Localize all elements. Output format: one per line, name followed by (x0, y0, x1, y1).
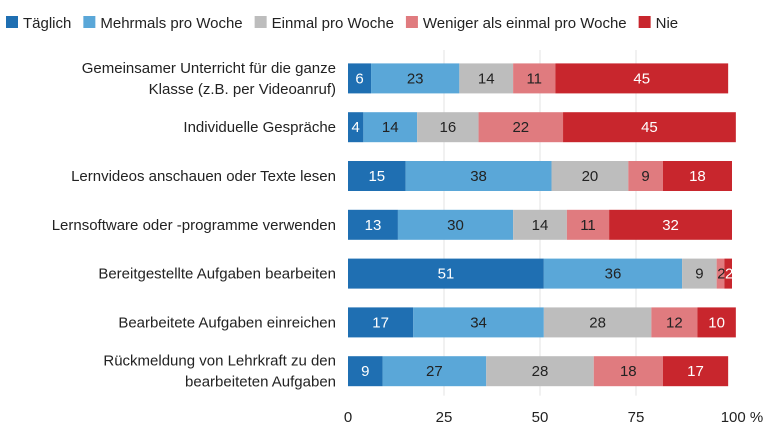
bar-segment-0-0 (348, 63, 372, 94)
bar-segment-5-3 (651, 307, 698, 338)
legend: Täglich Mehrmals pro Woche Einmal pro Woch… (6, 15, 678, 32)
legend-label-0: Täglich (23, 15, 71, 32)
bar-value-label-1-4: 45 (641, 119, 658, 136)
bar-segment-2-4 (662, 161, 732, 191)
x-tick-label-0: 0 (344, 409, 352, 426)
bar-segment-3-3 (566, 209, 610, 240)
bar-segment-1-1 (363, 112, 418, 143)
bar-segment-2-2 (551, 161, 629, 191)
bar-value-label-1-3: 22 (512, 119, 529, 136)
bar-value-label-2-3: 9 (641, 168, 649, 185)
bar-value-label-3-4: 32 (662, 217, 679, 234)
bar-value-label-6-1: 27 (426, 363, 443, 380)
bar-value-label-5-3: 12 (666, 314, 683, 331)
bar-value-label-5-2: 28 (589, 314, 606, 331)
bar-segment-6-0 (348, 356, 383, 387)
bar-segment-6-1 (382, 356, 487, 387)
bar-value-label-2-0: 15 (368, 168, 385, 185)
bar-value-label-2-2: 20 (582, 168, 599, 185)
bar-value-label-1-1: 14 (382, 119, 399, 136)
category-labels: Gemeinsamer Unterricht für die ganze Klas… (52, 60, 336, 391)
bar-value-label-0-3: 11 (526, 70, 542, 87)
legend-label-4: Nie (656, 15, 679, 32)
bar-value-label-0-0: 6 (355, 70, 363, 87)
legend-label-3: Weniger als einmal pro Woche (423, 15, 627, 32)
x-tick-label-3: 75 (628, 409, 645, 426)
bar-segment-4-4 (724, 258, 732, 289)
bar-value-label-2-4: 18 (689, 168, 706, 185)
bar-segment-0-1 (371, 63, 460, 94)
bar-value-label-0-2: 14 (478, 70, 495, 87)
legend-swatch-4 (638, 16, 651, 28)
x-tick-label-1: 25 (436, 409, 453, 426)
bar-value-label-0-1: 23 (407, 70, 424, 87)
category-label-0-1: Klasse (z.B. per Videoanruf) (149, 81, 336, 98)
category-label-6-1: bearbeiteten Aufgaben (185, 374, 336, 391)
bar-segment-5-2 (543, 307, 652, 338)
bar-value-label-4-0: 51 (438, 266, 455, 283)
bar-segment-4-1 (543, 258, 683, 289)
bar-value-label-5-0: 17 (372, 314, 389, 331)
bar-value-label-1-2: 16 (439, 119, 456, 136)
bar-segment-1-4 (563, 112, 736, 143)
bar-segment-1-3 (478, 112, 564, 143)
bar-segment-6-4 (662, 356, 729, 387)
category-label-4-0: Bereitgestellte Aufgaben bearbeiten (98, 266, 336, 283)
x-tick-label-4: 100 % (721, 409, 764, 426)
bar-segment-2-0 (348, 161, 406, 191)
bar-segment-0-4 (555, 63, 729, 94)
bar-segment-0-2 (459, 63, 514, 94)
bar-value-label-3-2: 14 (532, 217, 549, 234)
bar-value-label-6-0: 9 (361, 363, 369, 380)
bar-segment-6-2 (486, 356, 594, 387)
category-label-3-0: Lernsoftware oder -programme verwenden (52, 217, 336, 234)
bar-value-label-4-4: 2 (725, 266, 733, 283)
legend-label-1: Mehrmals pro Woche (100, 15, 242, 32)
bar-segment-5-0 (348, 307, 414, 338)
bar-segment-6-3 (593, 356, 663, 387)
bar-segment-4-2 (682, 258, 717, 289)
bar-value-label-4-3: 2 (717, 266, 725, 283)
bar-value-label-3-3: 11 (580, 217, 596, 234)
bar-value-label-6-2: 28 (532, 363, 549, 380)
bar-value-label-4-1: 36 (605, 266, 622, 283)
bar-segment-2-1 (405, 161, 552, 191)
bar-segment-1-0 (348, 112, 364, 143)
category-label-0-0: Gemeinsamer Unterricht für die ganze (82, 60, 336, 77)
bar-value-label-2-1: 38 (470, 168, 487, 185)
bar-segment-2-3 (628, 161, 663, 191)
category-label-5-0: Bearbeitete Aufgaben einreichen (118, 314, 336, 331)
category-label-2-0: Lernvideos anschauen oder Texte lesen (71, 168, 336, 185)
bar-value-label-3-0: 13 (365, 217, 382, 234)
bar-value-label-1-0: 4 (352, 119, 360, 136)
bar-segment-1-2 (417, 112, 479, 143)
bar-segment-5-4 (697, 307, 736, 338)
category-label-6-0: Rückmeldung von Lehrkraft zu den (103, 353, 336, 370)
category-label-1-0: Individuelle Gespräche (183, 119, 336, 136)
bars: 6 23 14 11 45 4 14 16 22 45 15 38 20 9 18 13 30 14 11 32 51 3… (348, 63, 736, 387)
bar-value-label-6-4: 17 (687, 363, 704, 380)
legend-swatch-2 (254, 16, 267, 28)
bar-segment-4-3 (716, 258, 725, 289)
bar-segment-3-1 (397, 209, 514, 240)
x-tick-label-2: 50 (532, 409, 549, 426)
legend-swatch-0 (6, 16, 18, 28)
bar-value-label-3-1: 30 (447, 217, 464, 234)
bar-value-label-6-3: 18 (620, 363, 637, 380)
bar-value-label-5-4: 10 (708, 314, 725, 331)
legend-swatch-3 (405, 16, 418, 28)
bar-segment-0-3 (513, 63, 556, 94)
bar-value-label-4-2: 9 (695, 266, 703, 283)
legend-label-2: Einmal pro Woche (272, 15, 394, 32)
bar-value-label-5-1: 34 (470, 314, 487, 331)
legend-swatch-1 (83, 16, 96, 28)
bar-segment-5-1 (413, 307, 544, 338)
bar-segment-3-2 (513, 209, 567, 240)
bar-segment-3-4 (609, 209, 732, 240)
bar-segment-4-0 (348, 258, 544, 289)
x-axis-ticks: 0 25 50 75 100 % (344, 409, 763, 426)
bar-value-label-0-4: 45 (633, 70, 650, 87)
bar-segment-3-0 (348, 209, 398, 240)
